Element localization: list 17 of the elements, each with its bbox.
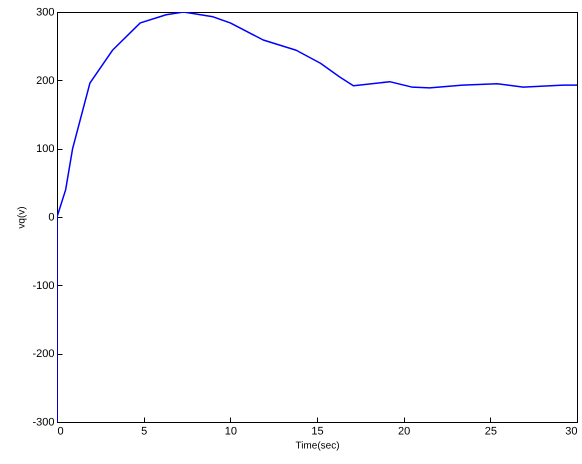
x-tick-label: 30: [565, 426, 578, 438]
y-tick-label: 300: [36, 6, 54, 18]
y-axis-title: vq(v): [16, 206, 28, 229]
x-axis-title: Time(sec): [295, 440, 340, 452]
y-tick-label: 100: [36, 143, 54, 156]
x-tick-label: 0: [58, 426, 64, 438]
y-tick-label: -300: [32, 416, 54, 428]
x-tick-label: 25: [484, 426, 497, 438]
x-tick-label: 5: [141, 426, 148, 438]
y-tick-label: 0: [48, 212, 54, 224]
x-tick-label: 20: [398, 426, 410, 438]
y-tick-label: -200: [32, 348, 54, 360]
y-tick-label: 200: [36, 74, 54, 87]
x-tick-label: 10: [224, 426, 237, 438]
line-series: [57, 12, 577, 422]
y-tick-label: -100: [32, 280, 54, 292]
x-tick-label: 15: [311, 426, 324, 438]
